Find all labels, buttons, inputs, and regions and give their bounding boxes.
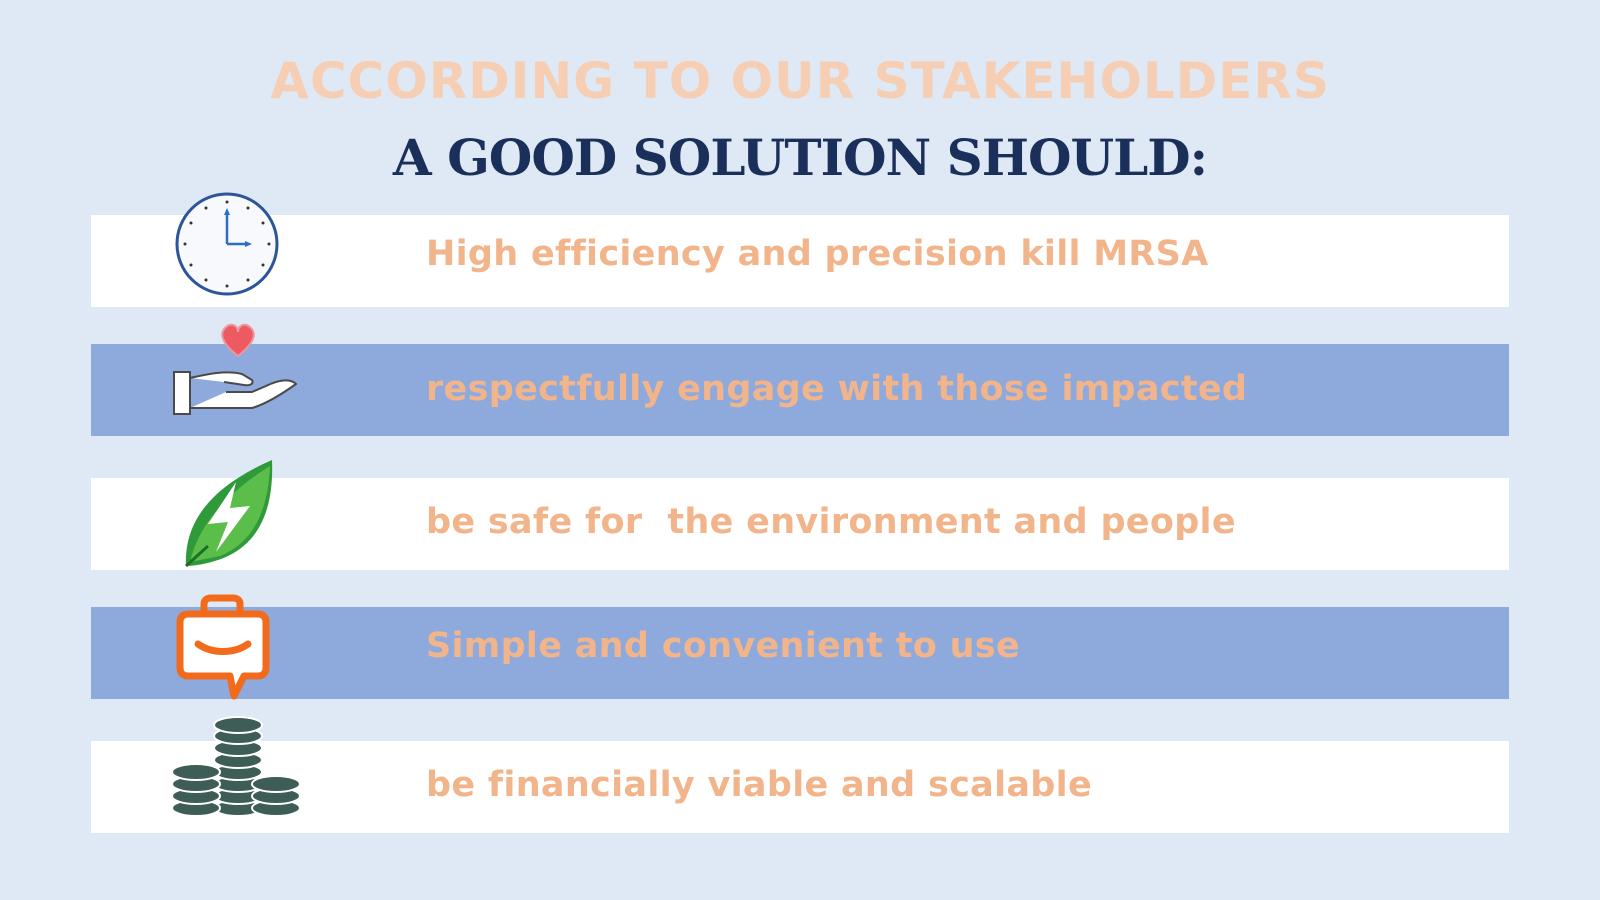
criterion-band-5 (91, 741, 1509, 833)
clock-icon (175, 192, 279, 296)
criterion-band-1 (91, 215, 1509, 307)
criterion-band-4 (91, 607, 1509, 699)
criterion-label-4: Simple and convenient to use (426, 626, 1021, 666)
criterion-band-2 (91, 344, 1509, 436)
hand-heart-icon (173, 323, 297, 415)
leaf-energy-icon (184, 460, 273, 568)
criterion-label-5: be financially viable and scalable (426, 765, 1092, 805)
criterion-label-2: respectfully engage with those impacted (426, 369, 1248, 409)
page-title: ACCORDING TO OUR STAKEHOLDERS (270, 52, 1330, 110)
briefcase-chat-icon (176, 594, 270, 700)
criterion-band-3 (91, 478, 1509, 570)
criterion-label-1: High efficiency and precision kill MRSA (426, 234, 1209, 274)
criterion-label-3: be safe for the environment and people (426, 502, 1236, 542)
page-subtitle: A GOOD SOLUTION SHOULD: (392, 128, 1208, 187)
coin-stacks-icon (172, 716, 301, 817)
